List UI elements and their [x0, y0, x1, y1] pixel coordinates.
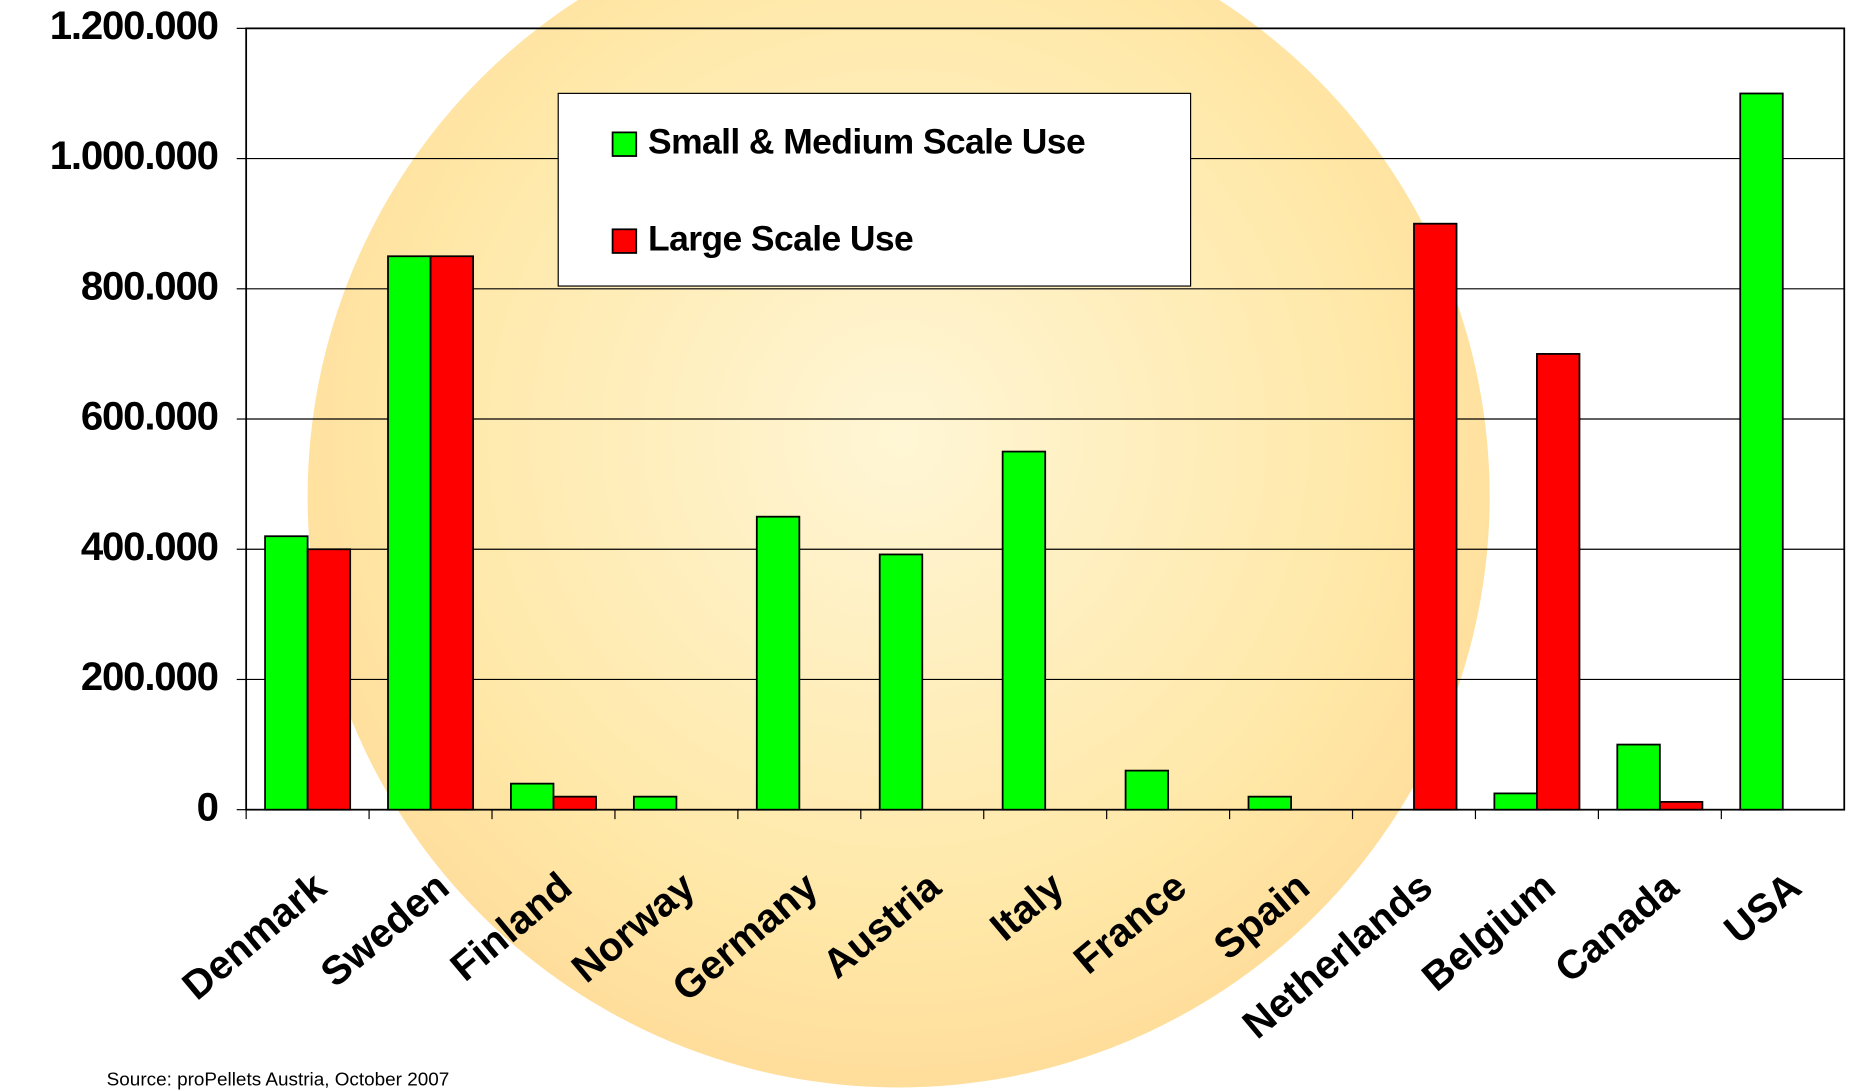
legend-swatch — [611, 131, 638, 157]
y-tick-label: 200.000 — [81, 654, 218, 699]
bar — [429, 255, 474, 811]
legend-swatch — [611, 228, 638, 254]
x-tick-label: Belgium — [1413, 864, 1563, 1000]
x-tick-label: Canada — [1547, 863, 1688, 991]
x-tick-label: Sweden — [312, 864, 457, 996]
bar — [878, 553, 924, 811]
bar — [1124, 769, 1170, 811]
bar — [387, 255, 432, 811]
bar — [755, 515, 801, 811]
bar — [632, 795, 678, 811]
source-note: Source: proPellets Austria, October 2007 — [107, 1069, 450, 1090]
y-tick-label: 1.000.000 — [50, 133, 218, 178]
bar — [1658, 800, 1704, 811]
bar — [510, 782, 555, 811]
bar — [1247, 795, 1292, 811]
bar — [306, 548, 352, 811]
legend-label: Small & Medium Scale Use — [648, 122, 1085, 162]
bar — [552, 795, 597, 811]
legend-label: Large Scale Use — [648, 218, 913, 258]
bar — [1739, 92, 1784, 811]
x-tick-label: USA — [1716, 864, 1810, 953]
y-tick-label: 1.200.000 — [50, 3, 218, 48]
bar — [1493, 792, 1538, 811]
legend-box — [557, 92, 1192, 287]
bar — [1616, 743, 1661, 811]
bar — [1001, 450, 1047, 811]
bar — [264, 535, 309, 811]
bar — [1413, 222, 1458, 811]
y-tick-label: 800.000 — [81, 263, 218, 308]
plot-area — [236, 27, 1846, 820]
y-tick-label: 600.000 — [81, 394, 218, 439]
x-tick-label: Denmark — [174, 863, 335, 1008]
y-tick-label: 400.000 — [81, 524, 218, 569]
y-tick-label: 0 — [197, 784, 218, 829]
bar — [1536, 353, 1581, 811]
legend: Small & Medium Scale Use Large Scale Use — [557, 92, 1192, 287]
